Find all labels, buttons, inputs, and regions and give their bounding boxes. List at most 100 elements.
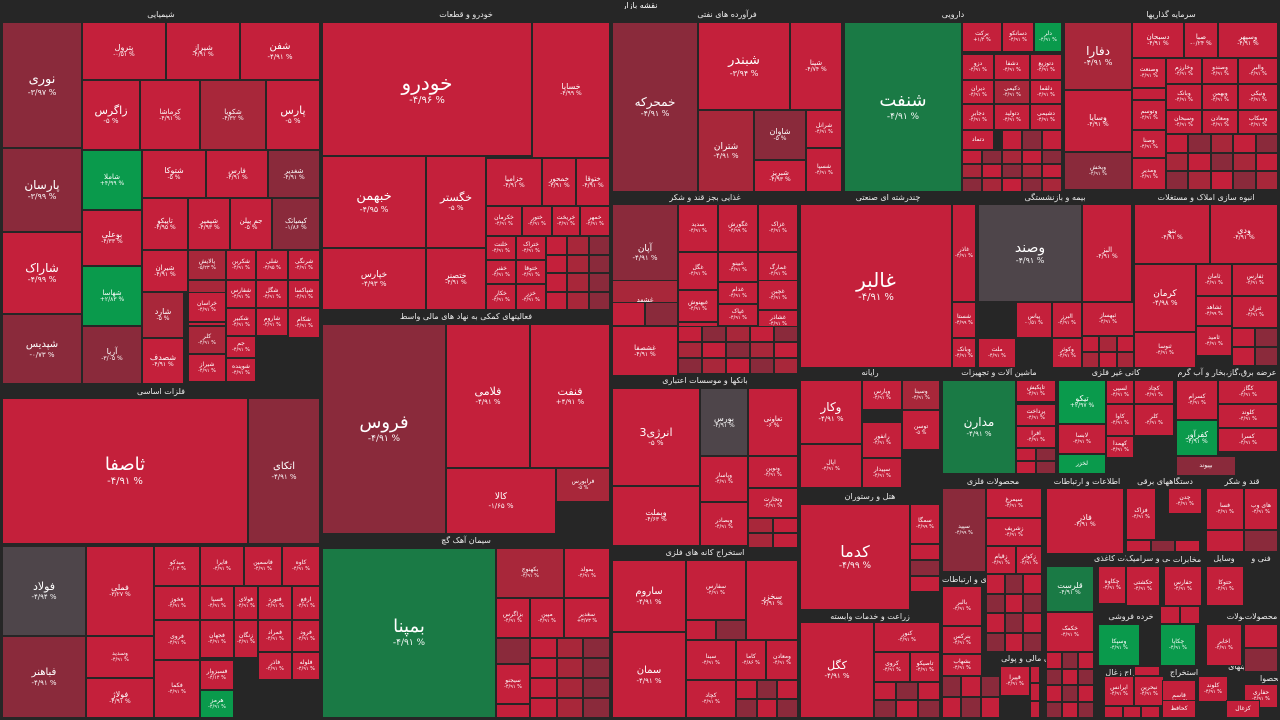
stock-tile[interactable]: غدام -۴/۹۱ % (718, 282, 758, 304)
stock-cell[interactable] (1030, 700, 1040, 718)
stock-tile[interactable]: شصدف -۴/۹۱ % (142, 338, 184, 384)
stock-tile[interactable]: فایرا -۴/۹۱ % (200, 546, 244, 586)
stock-tile[interactable]: ختور -۴/۹۱ % (522, 206, 552, 236)
stock-cell[interactable] (188, 322, 226, 326)
stock-cell[interactable] (1023, 613, 1042, 633)
stock-cell[interactable] (726, 358, 750, 374)
stock-tile[interactable]: قلرست -۴/۹۱ % (1046, 566, 1094, 612)
stock-cell[interactable] (896, 682, 918, 700)
stock-tile[interactable]: ثتران -۴/۹۱ % (1232, 296, 1278, 328)
stock-tile[interactable]: ثنوسا -۴/۹۱ % (1134, 332, 1196, 368)
stock-tile[interactable]: فنفت +۴/۹۱ % (530, 324, 610, 468)
stock-cell[interactable] (716, 620, 746, 640)
stock-cell[interactable] (1099, 336, 1117, 352)
stock-tile[interactable]: شیراز -۴/۹۱ % (166, 22, 240, 80)
stock-tile[interactable]: فسا -۴/۹۱ % (1206, 488, 1244, 530)
stock-tile[interactable]: کگاز -۴/۹۱ % (1218, 380, 1278, 404)
stock-cell[interactable] (774, 326, 798, 342)
stock-cell[interactable] (986, 632, 1005, 652)
stock-tile[interactable]: شکربن -۴/۹۱ % (226, 250, 256, 280)
stock-tile[interactable]: وتجارت -۴/۹۱ % (748, 488, 798, 518)
stock-tile[interactable]: غچین -۴/۹۱ % (758, 280, 798, 310)
stock-tile[interactable]: زنگان -۴/۹۱ % (234, 620, 258, 658)
stock-tile[interactable]: بکهنوج -۴/۹۱ % (496, 548, 564, 598)
stock-cell[interactable] (756, 699, 778, 718)
stock-tile[interactable]: ودی -۴/۹۱ % (1210, 204, 1278, 264)
stock-tile[interactable]: افرا -۴/۹۱ % (1016, 426, 1056, 448)
stock-cell[interactable] (726, 326, 750, 342)
stock-tile[interactable]: شگل -۴/۹۱ % (256, 280, 288, 308)
stock-tile[interactable]: شفارس -۴/۹۱ % (226, 280, 256, 308)
stock-cell[interactable] (1255, 152, 1278, 172)
stock-tile[interactable]: قپیرا -۴/۹۱ % (1000, 666, 1030, 696)
stock-tile[interactable]: شاروم -۴/۹۱ % (256, 308, 288, 336)
stock-tile[interactable]: وسدید -۴/۹۱ % (86, 636, 154, 678)
stock-cell[interactable] (748, 518, 773, 533)
stock-tile[interactable]: کسرا -۴/۹۱ % (1218, 428, 1278, 452)
stock-cell[interactable] (982, 178, 1002, 192)
stock-cell[interactable] (777, 699, 798, 718)
stock-tile[interactable]: هرمز -۴/۹۱ % (200, 690, 234, 718)
stock-tile[interactable]: وسینا -۴/۹۱ % (902, 380, 940, 410)
stock-tile[interactable]: پترول -۰/۵۱ % (82, 22, 166, 80)
stock-tile[interactable]: کلر -۴/۹۱ % (1134, 404, 1174, 436)
stock-tile[interactable]: وتوسم -۴/۹۱ % (1132, 100, 1166, 130)
stock-tile[interactable]: شپدیس -۰/۷۳ % (2, 314, 82, 384)
stock-cell[interactable] (1030, 666, 1040, 684)
stock-tile[interactable]: شرنگی -۴/۹۱ % (288, 250, 320, 280)
stock-tile[interactable]: سخزر -۴/۹۱ % (746, 560, 798, 640)
stock-cell[interactable] (1255, 134, 1278, 153)
stock-cell[interactable] (1016, 461, 1036, 474)
stock-cell[interactable] (546, 291, 568, 310)
stock-tile[interactable]: حفارس -۴/۹۱ % (1164, 566, 1202, 606)
stock-cell[interactable] (918, 700, 940, 718)
stock-tile[interactable]: خریخت -۴/۹۱ % (552, 206, 580, 236)
stock-cell[interactable] (1022, 178, 1042, 192)
stock-tile[interactable]: شبندر -۳/۹۴ % (698, 22, 790, 110)
stock-cell[interactable] (588, 291, 610, 310)
stock-cell[interactable] (546, 273, 568, 292)
stock-tile[interactable]: فولاد -۴/۹۴ % (2, 546, 86, 636)
stock-tile[interactable]: وسایا -۴/۹۱ % (1064, 90, 1132, 152)
stock-cell[interactable] (1022, 150, 1042, 164)
stock-tile[interactable]: وصنا -۴/۹۱ % (1132, 130, 1166, 158)
stock-tile[interactable]: بپیوند (1176, 456, 1236, 476)
stock-tile[interactable]: وپخش -۴/۹۱ % (1064, 152, 1132, 190)
stock-tile[interactable]: غگورش -۴/۹۹ % (718, 204, 758, 252)
stock-tile[interactable]: شبریز -۴/۹۳ % (754, 160, 806, 192)
stock-tile[interactable]: ومدیر -۴/۹۱ % (1132, 158, 1166, 190)
stock-tile[interactable]: غبینو -۴/۹۱ % (718, 252, 758, 282)
stock-tile[interactable]: حتوکا -۴/۹۱ % (1206, 566, 1244, 606)
stock-tile[interactable]: دکیمی -۴/۹۱ % (994, 80, 1030, 104)
stock-tile[interactable]: بورس -۴/۹۱ % (700, 388, 748, 456)
stock-tile[interactable]: دیران -۴/۹۱ % (962, 80, 994, 104)
stock-tile[interactable]: شپمیر -۴/۹۳ % (188, 198, 230, 250)
stock-tile[interactable]: سبنا -۴/۹۱ % (686, 640, 736, 680)
stock-tile[interactable]: شلی -۴/۹۵ % (256, 250, 288, 280)
stock-cell[interactable] (1082, 336, 1100, 352)
stock-tile[interactable]: سیجنو -۴/۹۱ % (496, 664, 530, 704)
stock-tile[interactable]: شهاسا +۲/۸۳ % (82, 266, 142, 326)
stock-cell[interactable] (1188, 134, 1211, 153)
stock-tile[interactable]: کالا -۱/۶۵ % (446, 468, 556, 534)
stock-cell[interactable] (583, 698, 610, 718)
stock-cell[interactable] (773, 533, 798, 548)
stock-cell[interactable] (1082, 352, 1100, 368)
stock-cell[interactable] (1180, 606, 1200, 624)
stock-tile[interactable]: شاراک -۴/۹۹ % (2, 232, 82, 314)
stock-cell[interactable] (750, 342, 774, 358)
stock-tile[interactable]: فروی -۴/۹۱ % (154, 620, 200, 660)
stock-tile[interactable]: خپارس -۴/۹۳ % (322, 248, 426, 310)
stock-tile[interactable]: فلامی-۴/۹۱ % (446, 324, 530, 468)
stock-tile[interactable]: خساپا -۴/۹۹ % (532, 22, 610, 158)
stock-tile[interactable]: شنفت -۴/۹۱ % (844, 22, 962, 192)
stock-cell[interactable] (142, 384, 320, 386)
stock-cell[interactable] (1244, 648, 1278, 672)
stock-tile[interactable]: ثاصفا -۴/۹۱ % (2, 398, 248, 544)
stock-tile[interactable]: نوری -۳/۹۷ % (2, 22, 82, 148)
stock-cell[interactable] (612, 302, 645, 326)
stock-tile[interactable]: شیران -۴/۹۱ % (142, 250, 188, 292)
stock-cell[interactable] (1233, 171, 1256, 190)
stock-tile[interactable]: سدید -۴/۹۱ % (678, 204, 718, 252)
stock-tile[interactable]: خلنت -۴/۹۱ % (486, 236, 516, 260)
